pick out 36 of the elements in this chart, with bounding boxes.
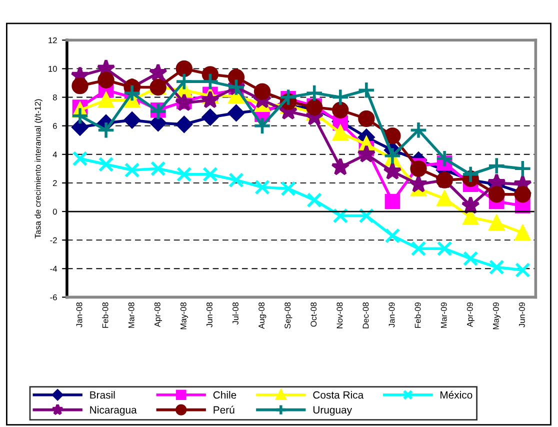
legend-label: Costa Rica xyxy=(313,390,364,399)
x-tick-label: Nov-08 xyxy=(336,302,343,328)
legend-label: Chile xyxy=(213,390,236,399)
x-tick-label: Mar-09 xyxy=(440,302,447,328)
x-tick-label: Jan-09 xyxy=(388,302,395,328)
y-tick-label: -6 xyxy=(50,294,57,300)
y-tick-label: 0 xyxy=(52,208,57,215)
x-tick-label: Feb-09 xyxy=(414,302,421,328)
legend-label: Brasil xyxy=(90,390,115,399)
x-tick-label: Jun-08 xyxy=(206,302,212,328)
x-tick-label: May-08 xyxy=(180,302,188,330)
y-tick-label: -2 xyxy=(50,237,57,244)
y-tick-label: 6 xyxy=(53,123,57,129)
legend-label: Nicaragua xyxy=(90,406,137,416)
legend-label: México xyxy=(440,390,472,399)
y-tick-label: 12 xyxy=(48,37,57,44)
x-tick-label: Apr-08 xyxy=(154,302,162,328)
y-tick-label: -4 xyxy=(50,266,57,272)
x-tick-label: Jul-08 xyxy=(232,302,238,325)
x-tick-label: Jun-09 xyxy=(518,302,525,328)
x-tick-label: Mar-08 xyxy=(128,302,134,328)
y-tick-label: 10 xyxy=(48,66,57,72)
y-tick-label: 2 xyxy=(53,180,57,186)
x-tick-label: Aug-08 xyxy=(258,302,266,329)
legend-label: Uruguay xyxy=(313,406,352,416)
x-tick-label: May-09 xyxy=(492,302,501,330)
x-tick-label: Jan-08 xyxy=(76,302,82,328)
x-tick-label: Sep-08 xyxy=(284,302,292,329)
legend-label: Perú xyxy=(214,406,234,414)
x-tick-label: Oct-08 xyxy=(310,302,317,327)
x-tick-label: Apr-09 xyxy=(466,302,474,328)
x-tick-label: Feb-08 xyxy=(102,302,108,328)
y-axis-title: Tasa de crecimiento interanual (t/t-12) xyxy=(34,99,42,238)
x-tick-label: Dec-08 xyxy=(362,302,369,328)
y-tick-label: 8 xyxy=(52,94,57,100)
y-tick-label: 4 xyxy=(52,152,57,158)
